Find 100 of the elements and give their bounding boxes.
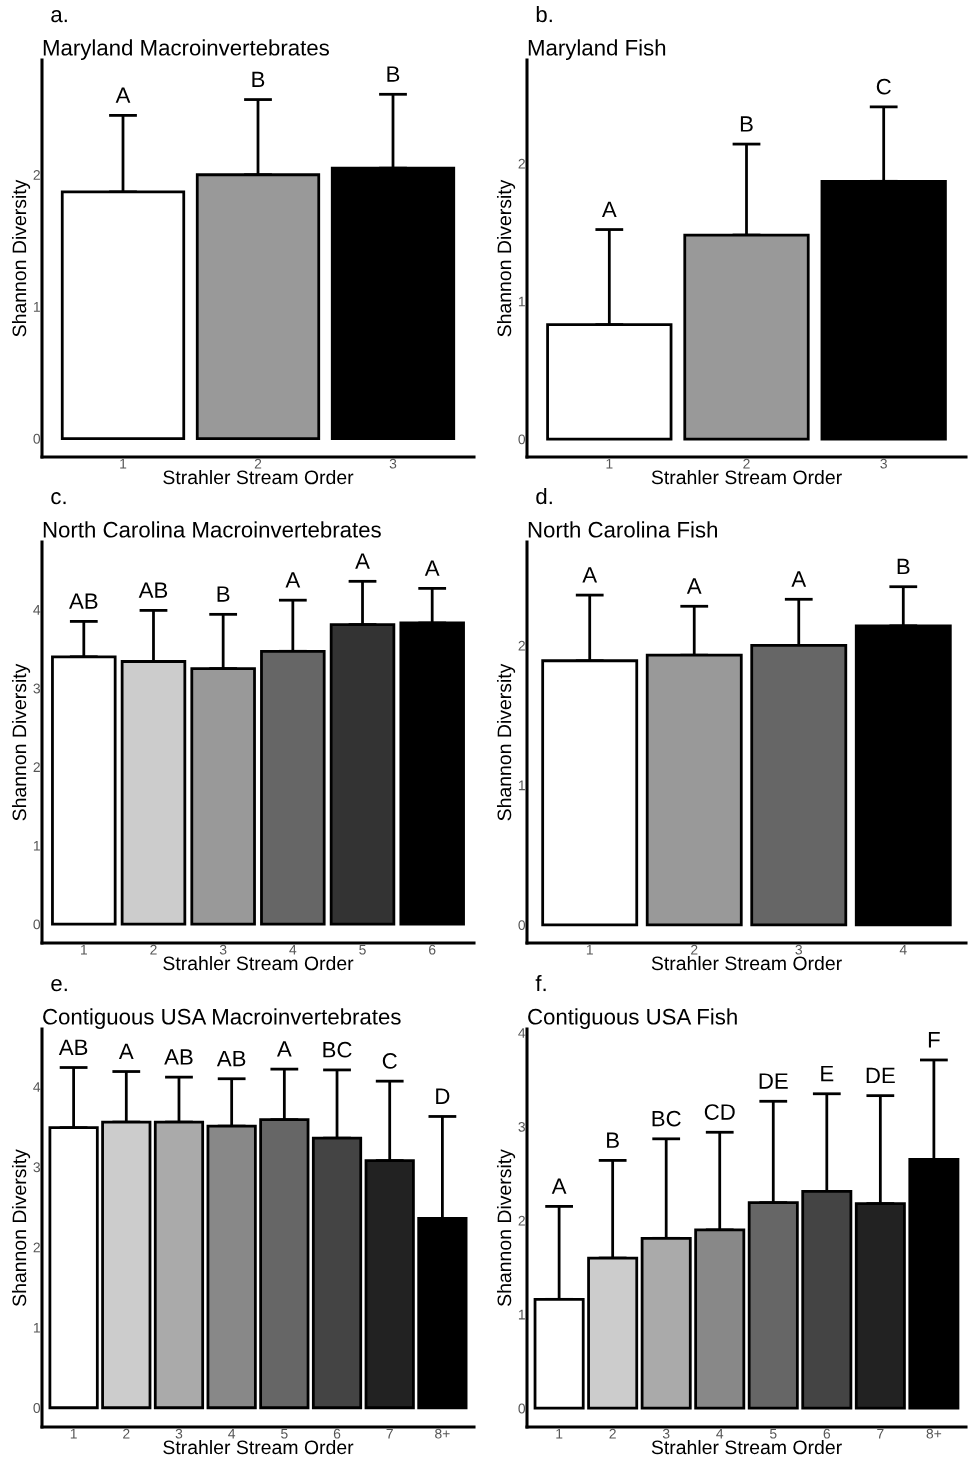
annotation: C [382, 1053, 397, 1069]
y-axis-title: Shannon Diversity [496, 179, 516, 337]
x-tick-label: 1 [556, 1428, 563, 1439]
annotation: F [928, 1032, 940, 1048]
y-axis-title: Shannon Diversity [11, 179, 31, 337]
y-tick-label: 0 [518, 1403, 526, 1414]
x-tick-label: 4 [228, 1428, 236, 1439]
y-tick-label: 2 [33, 170, 40, 180]
annotation: CD [704, 1104, 735, 1120]
annotation: A [791, 571, 807, 587]
x-axis-title: Strahler Stream Order [651, 469, 842, 485]
chart-title: Contiguous USA Fish [528, 1008, 737, 1029]
x-tick-label: 6 [823, 1428, 831, 1439]
annotation: A [686, 578, 702, 594]
y-tick-label: 4 [33, 1082, 41, 1092]
text: a. [51, 10, 67, 23]
text: c. [51, 492, 66, 505]
x-tick-label: 4 [716, 1428, 724, 1439]
x-tick-label: 3 [219, 944, 227, 955]
x-tick-label: 2 [254, 458, 262, 469]
annotation: A [118, 1043, 134, 1059]
annotation: A [601, 201, 617, 217]
x-tick-label: 3 [880, 458, 887, 469]
x-tick-label: 6 [333, 1428, 341, 1439]
y-tick-label: 2 [518, 1215, 525, 1226]
x-axis-title: Strahler Stream Order [651, 1439, 842, 1455]
annotation: A [424, 560, 440, 576]
x-tick-label: 5 [359, 944, 366, 955]
y-tick-label: 2 [518, 158, 525, 169]
annotation: B [740, 116, 753, 132]
y-tick-label: 1 [518, 780, 525, 791]
annotation: AB [58, 1039, 88, 1055]
x-tick-label: 7 [386, 1428, 393, 1439]
x-tick-label: 4 [899, 944, 907, 955]
annotation: C [876, 78, 891, 95]
y-tick-label: 4 [33, 605, 41, 615]
chart-title: North Carolina Fish [528, 521, 717, 538]
y-tick-label: 2 [33, 1242, 40, 1253]
y-tick-label: 3 [33, 683, 40, 694]
annotation: A [551, 1178, 567, 1194]
y-tick-label: 1 [518, 1309, 525, 1320]
x-tick-label: 2 [743, 458, 750, 469]
x-tick-label: 8+ [435, 1428, 450, 1439]
text: e. [51, 979, 67, 992]
x-tick-label: 4 [289, 944, 297, 955]
x-tick-label: 1 [120, 458, 127, 469]
annotation: A [285, 572, 301, 588]
x-tick-label: 6 [429, 944, 436, 955]
y-tick-label: 3 [518, 1121, 525, 1132]
annotation: B [607, 1132, 619, 1148]
annotation: D [436, 1088, 450, 1104]
x-tick-label: 2 [609, 1428, 616, 1439]
x-axis-title: Strahler Stream Order [163, 955, 354, 971]
x-axis-title: Strahler Stream Order [651, 955, 842, 971]
annotation: E [821, 1065, 834, 1082]
chart-title: Maryland Macroinvertebrates [43, 39, 329, 60]
x-axis-title: Strahler Stream Order [163, 1439, 354, 1455]
annotation: A [115, 87, 131, 103]
y-tick-label: 0 [518, 920, 526, 931]
chart-title: North Carolina Macroinvertebrates [43, 521, 381, 538]
x-tick-label: 3 [795, 944, 803, 955]
annotation: BC [323, 1041, 352, 1058]
y-tick-label: 4 [518, 1028, 526, 1038]
annotation: AB [138, 582, 168, 598]
x-tick-label: 3 [389, 458, 397, 469]
x-tick-label: 1 [606, 458, 613, 469]
x-axis-title: Strahler Stream Order [163, 469, 354, 485]
x-tick-label: 2 [150, 944, 157, 955]
x-tick-label: 5 [769, 1428, 777, 1439]
annotation: B [387, 66, 400, 82]
x-tick-label: 1 [70, 1428, 77, 1439]
x-tick-label: 8+ [926, 1428, 942, 1439]
y-tick-label: 0 [33, 1403, 41, 1413]
y-tick-label: 0 [33, 919, 41, 930]
y-tick-label: 1 [518, 296, 525, 307]
annotation: AB [216, 1050, 246, 1067]
annotation: A [276, 1041, 292, 1057]
text: b. [536, 5, 552, 23]
x-tick-label: 3 [662, 1428, 670, 1439]
x-tick-label: 1 [586, 944, 593, 955]
y-tick-label: 0 [33, 433, 41, 444]
y-axis-title: Shannon Diversity [496, 1149, 516, 1307]
annotation: DE [759, 1073, 788, 1089]
x-tick-label: 1 [81, 944, 87, 955]
y-tick-label: 2 [33, 762, 40, 772]
x-tick-label: 5 [281, 1428, 288, 1439]
x-tick-label: 2 [123, 1428, 130, 1439]
x-tick-label: 3 [175, 1428, 183, 1439]
chart-title: Contiguous USA Macroinvertebrates [43, 1008, 401, 1029]
y-tick-label: 2 [518, 640, 525, 651]
annotation: B [897, 558, 910, 575]
annotation: AB [69, 593, 98, 609]
y-tick-label: 1 [33, 1322, 40, 1333]
chart-title: Maryland Fish [528, 39, 666, 60]
y-tick-label: 1 [33, 302, 40, 312]
annotation: A [582, 567, 598, 583]
annotation: B [252, 71, 265, 88]
y-axis-title: Shannon Diversity [11, 1149, 31, 1307]
annotation: A [355, 553, 370, 569]
y-axis-title: Shannon Diversity [11, 663, 31, 821]
